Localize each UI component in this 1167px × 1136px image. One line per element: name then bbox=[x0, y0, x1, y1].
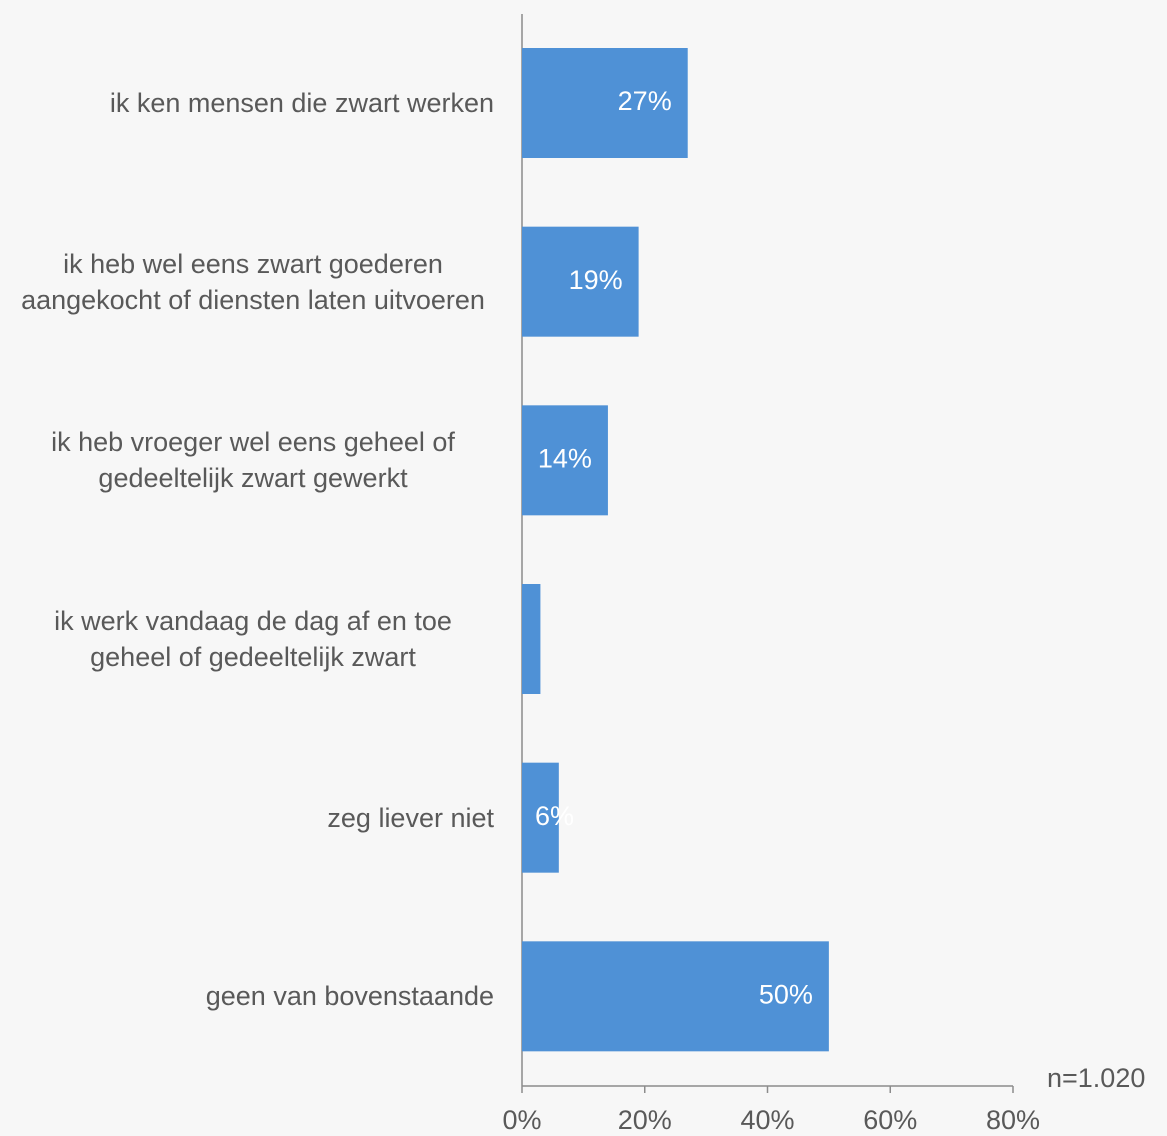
x-tick-label: 80% bbox=[986, 1105, 1040, 1135]
value-label: 27% bbox=[618, 86, 672, 116]
category-label: ik ken mensen die zwart werken bbox=[109, 88, 494, 118]
bar bbox=[522, 584, 541, 694]
category-label: ik heb wel eens zwart goederen aangekoch… bbox=[21, 248, 485, 315]
category-label: ik heb vroeger wel eens geheel of gedeel… bbox=[51, 427, 455, 494]
bar bbox=[522, 405, 608, 516]
x-tick-label: 40% bbox=[740, 1105, 794, 1135]
value-label: 14% bbox=[538, 443, 592, 473]
bar bbox=[522, 941, 829, 1052]
value-label: 19% bbox=[569, 265, 623, 295]
category-label: geen van bovenstaande bbox=[205, 981, 494, 1012]
category-label: ik werk vandaag de dag af en toe geheel … bbox=[54, 606, 452, 672]
x-tick-label: 0% bbox=[502, 1105, 541, 1135]
bar bbox=[522, 48, 688, 158]
x-tick-label: 60% bbox=[863, 1105, 917, 1135]
bar bbox=[522, 226, 639, 337]
annotation: n=1.020 bbox=[1047, 1063, 1145, 1093]
value-label: 50% bbox=[759, 979, 813, 1009]
x-tick-label: 20% bbox=[618, 1105, 672, 1135]
category-label: zeg liever niet bbox=[327, 802, 494, 833]
value-label: 6% bbox=[535, 801, 574, 831]
bar bbox=[522, 762, 559, 873]
